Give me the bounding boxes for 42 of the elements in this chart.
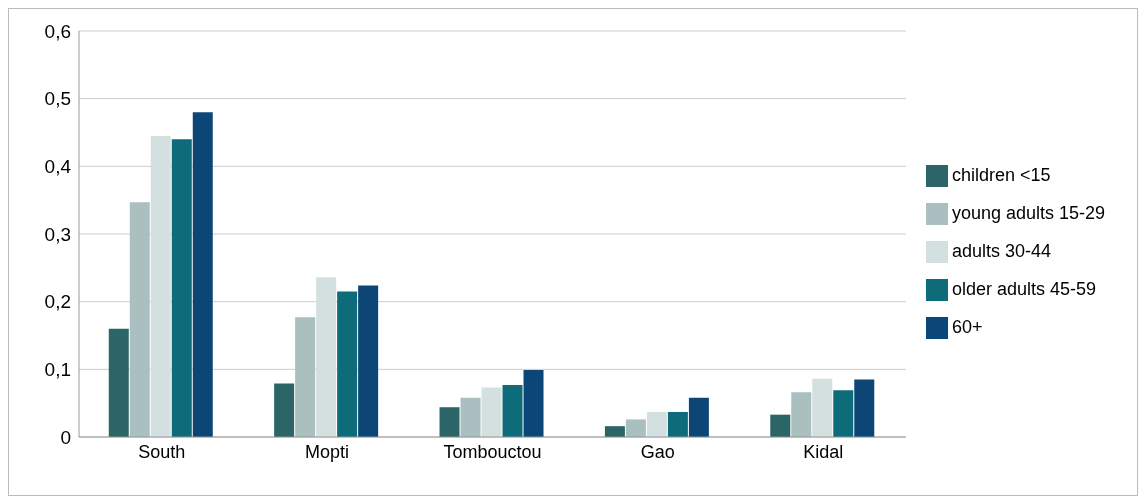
- bar: [439, 407, 460, 437]
- y-tick-label: 0: [60, 426, 71, 448]
- y-tick-label: 0,3: [44, 223, 71, 245]
- x-tick-label: Mopti: [305, 441, 350, 462]
- bar: [481, 387, 502, 437]
- bar: [833, 390, 854, 437]
- bar: [129, 202, 150, 437]
- bar: [688, 397, 709, 437]
- y-tick-label: 0,4: [44, 156, 72, 178]
- y-tick-label: 0,2: [44, 291, 71, 313]
- y-tick-label: 0,5: [44, 88, 71, 110]
- bar: [108, 328, 129, 437]
- bar: [460, 397, 481, 437]
- y-tick-label: 0,1: [44, 359, 71, 381]
- legend-label: young adults 15-29: [951, 203, 1105, 223]
- bar: [192, 112, 213, 437]
- bar: [150, 135, 171, 437]
- x-tick-label: Kidal: [803, 441, 844, 462]
- y-tick-label: 0,6: [44, 20, 71, 42]
- legend-label: children <15: [951, 165, 1051, 185]
- bar: [770, 414, 791, 437]
- bar: [316, 277, 337, 437]
- bar: [854, 379, 875, 437]
- bar: [295, 317, 316, 437]
- bar: [274, 383, 295, 437]
- bar: [667, 411, 688, 437]
- bar: [171, 139, 192, 437]
- legend-label: 60+: [951, 317, 983, 337]
- x-tick-label: Tombouctou: [443, 441, 542, 462]
- bar: [358, 285, 379, 437]
- bar: [523, 370, 544, 437]
- bar: [791, 392, 812, 437]
- bar: [337, 291, 358, 437]
- legend-label: adults 30-44: [951, 241, 1051, 261]
- bar: [812, 378, 833, 437]
- bar: [646, 411, 667, 437]
- bar: [502, 384, 523, 437]
- bar: [604, 426, 625, 437]
- x-tick-label: South: [138, 441, 186, 462]
- legend-label: older adults 45-59: [951, 279, 1096, 299]
- bar: [625, 419, 646, 437]
- x-tick-label: Gao: [640, 441, 675, 462]
